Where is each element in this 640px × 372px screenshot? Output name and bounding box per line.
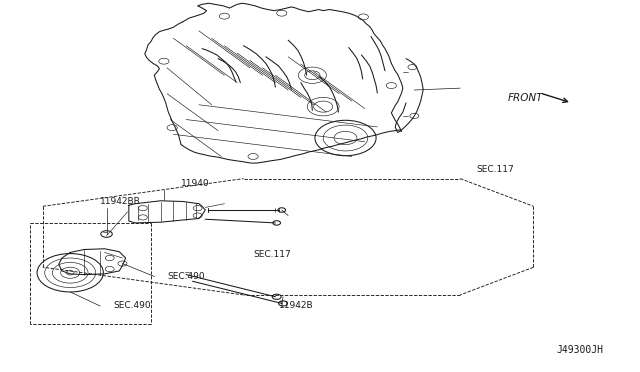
Text: SEC.490: SEC.490 [113, 301, 150, 311]
Text: 11942BB: 11942BB [100, 197, 141, 206]
Text: 11942B: 11942B [278, 301, 313, 311]
Text: SEC.117: SEC.117 [476, 165, 514, 174]
Text: FRONT: FRONT [508, 93, 543, 103]
Text: J49300JH: J49300JH [557, 345, 604, 355]
Text: SEC.117: SEC.117 [253, 250, 291, 259]
Text: 11940: 11940 [181, 179, 210, 188]
Text: SEC.490: SEC.490 [167, 272, 205, 281]
